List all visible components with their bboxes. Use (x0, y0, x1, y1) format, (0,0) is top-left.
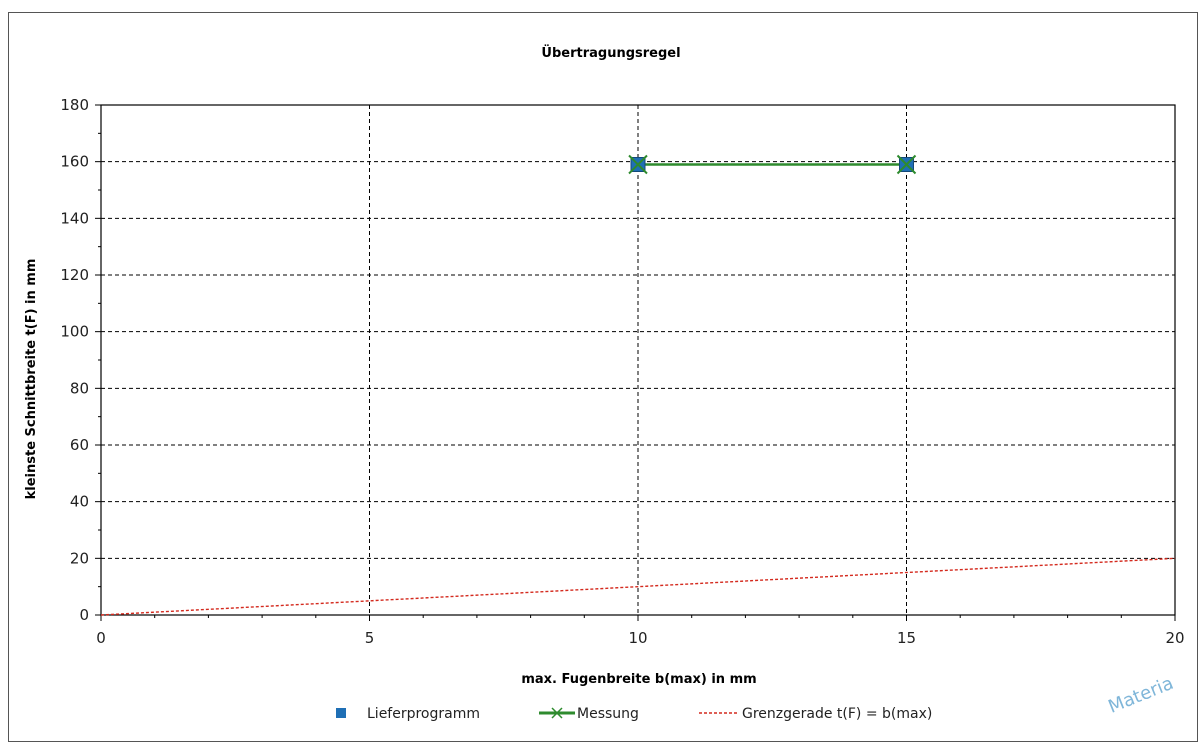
tick-labels: 0 20 40 60 80 100 120 140 160 180 0 5 10 15 20 (60, 96, 1184, 647)
y-axis-label: kleinste Schnittbreite t(F) in mm (24, 259, 39, 500)
y-tick-label: 140 (60, 209, 89, 227)
x-tick-label: 20 (1165, 629, 1184, 647)
chart-title: Übertragungsregel (541, 45, 680, 61)
x-tick-label: 10 (628, 629, 647, 647)
series-messung-point (628, 154, 648, 175)
x-tick-label: 0 (96, 629, 106, 647)
legend-swatch-messung-marker (551, 707, 563, 719)
y-tick-label: 60 (70, 436, 89, 454)
y-tick-label: 20 (70, 549, 89, 567)
y-tick-label: 180 (60, 96, 89, 114)
legend-swatch-lieferprogramm (336, 708, 346, 718)
y-tick-label: 160 (60, 153, 89, 171)
watermark-text: Materia (1105, 673, 1176, 718)
legend-label-messung: Messung (577, 706, 639, 722)
legend-label-lieferprogramm: Lieferprogramm (367, 706, 480, 722)
y-tick-label: 120 (60, 266, 89, 284)
y-tick-label: 80 (70, 379, 89, 397)
y-tick-label: 0 (79, 606, 89, 624)
grid-layer (95, 104, 1176, 621)
y-tick-label: 100 (60, 323, 89, 341)
series-grenzgerade-line (100, 557, 1176, 616)
y-tick-label: 40 (70, 493, 89, 511)
series-layer (100, 154, 1176, 616)
chart-frame: 0 20 40 60 80 100 120 140 160 180 0 5 10 15 20 Übertra… (8, 12, 1198, 742)
x-tick-label: 15 (897, 629, 916, 647)
chart: 0 20 40 60 80 100 120 140 160 180 0 5 10 15 20 Übertra… (24, 45, 1185, 722)
series-messung-point (896, 154, 917, 175)
legend: Lieferprogramm Messung Grenzgerade t(F) = … (336, 706, 932, 722)
x-tick-label: 5 (365, 629, 375, 647)
legend-label-grenzgerade: Grenzgerade t(F) = b(max) (742, 706, 932, 722)
x-axis-label: max. Fugenbreite b(max) in mm (521, 672, 756, 687)
